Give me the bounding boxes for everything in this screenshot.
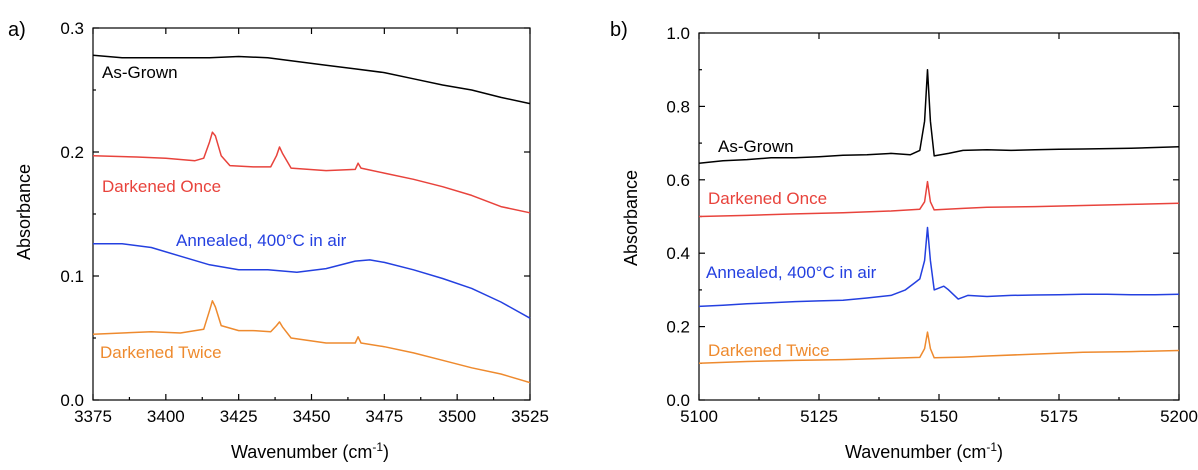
panel-a-x-title-sup: -1 xyxy=(372,440,383,454)
panel-b-y-axis-title: Absorbance xyxy=(621,170,641,266)
panel-a-series-line-3 xyxy=(92,300,531,384)
panel-b-y-tick-label: 0.6 xyxy=(666,171,690,190)
panel-b-label-as-grown: As-Grown xyxy=(718,137,794,156)
panel-b-label-annealed: Annealed, 400°C in air xyxy=(706,263,877,282)
panel-a-label-darkened-twice: Darkened Twice xyxy=(100,343,222,362)
panel-b-y-tick-label: 1.0 xyxy=(666,24,690,43)
panel-a-ticks: 3375 3400 3425 3450 3475 3500 3525 0.0 0.1 0.2 0.3 xyxy=(60,19,549,426)
panel-b-series-line-1 xyxy=(698,180,1180,218)
panel-a-label-annealed: Annealed, 400°C in air xyxy=(176,231,347,250)
panel-b-y-tick-label: 0.8 xyxy=(666,97,690,116)
panel-b: b) Absorbance Wavenumber (cm-1) 5100 5125… xyxy=(610,19,1198,462)
panel-b-y-tick-label: 0.2 xyxy=(666,318,690,337)
panel-a-x-tick-label: 3450 xyxy=(293,407,331,426)
panel-b-x-tick-label: 5100 xyxy=(680,407,718,426)
panel-b-label: b) xyxy=(610,19,628,41)
panel-a-x-tick-label: 3375 xyxy=(74,407,112,426)
panel-b-ticks: 5100 5125 5150 5175 5200 0.0 0.2 0.4 0.6 0.8 1.0 xyxy=(666,24,1198,426)
panel-a-series-group xyxy=(92,54,531,384)
panel-b-x-axis-title: Wavenumber (cm-1) xyxy=(845,440,1003,462)
panel-a-y-tick-label: 0.1 xyxy=(60,267,84,286)
panel-a-series-line-0 xyxy=(92,54,531,105)
panel-a-label-as-grown: As-Grown xyxy=(102,63,178,82)
panel-b-x-tick-label: 5150 xyxy=(920,407,958,426)
panel-b-y-tick-label: 0.0 xyxy=(666,391,690,410)
panel-a-x-tick-label: 3475 xyxy=(365,407,403,426)
panel-a-x-tick-label: 3500 xyxy=(438,407,476,426)
panel-b-x-title-sup: -1 xyxy=(986,440,997,454)
panel-a-series-line-2 xyxy=(93,243,531,319)
panel-b-y-tick-label: 0.4 xyxy=(666,244,690,263)
panel-b-series-group xyxy=(698,68,1180,365)
panel-a-x-tick-label: 3400 xyxy=(147,407,185,426)
panel-a-series-line-1 xyxy=(92,131,531,214)
panel-a-label-darkened-once: Darkened Once xyxy=(102,177,221,196)
panel-b-x-tick-label: 5175 xyxy=(1040,407,1078,426)
panel-b-x-title-end: ) xyxy=(997,442,1003,462)
panel-a-x-title-end: ) xyxy=(383,442,389,462)
panel-a-x-title-main: Wavenumber (cm xyxy=(231,442,372,462)
panel-a-y-tick-label: 0.2 xyxy=(60,143,84,162)
panel-a-y-tick-label: 0.3 xyxy=(60,19,84,38)
panel-a-x-tick-label: 3425 xyxy=(220,407,258,426)
panel-b-series-line-3 xyxy=(698,331,1180,365)
panel-b-series-line-0 xyxy=(698,68,1180,165)
panel-a-x-axis-title: Wavenumber (cm-1) xyxy=(231,440,389,462)
panel-a: a) Absorbance Wavenumber (cm-1) 3375 3400… xyxy=(8,19,549,462)
panel-a-label: a) xyxy=(8,19,26,41)
panel-a-y-tick-label: 0.0 xyxy=(60,391,84,410)
panel-b-x-tick-label: 5200 xyxy=(1160,407,1198,426)
panel-a-y-axis-title: Absorbance xyxy=(14,164,34,260)
panel-a-x-tick-label: 3525 xyxy=(511,407,549,426)
panel-b-label-darkened-once: Darkened Once xyxy=(708,189,827,208)
panel-b-x-tick-label: 5125 xyxy=(800,407,838,426)
panel-b-label-darkened-twice: Darkened Twice xyxy=(708,341,830,360)
panel-b-series-line-2 xyxy=(698,226,1180,308)
panel-b-x-title-main: Wavenumber (cm xyxy=(845,442,986,462)
